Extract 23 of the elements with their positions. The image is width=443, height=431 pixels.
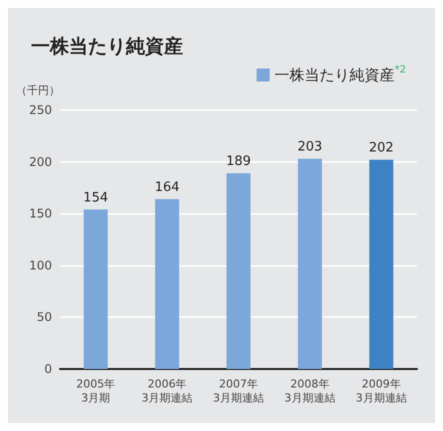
- y-tick-label: 250: [29, 103, 52, 117]
- data-label: 202: [368, 140, 394, 156]
- y-tick-label: 50: [36, 310, 52, 324]
- y-tick-label: 0: [44, 362, 52, 376]
- y-tick-label: 200: [29, 154, 52, 169]
- bar: [298, 158, 322, 369]
- chart-title: 一株当たり純資産: [31, 36, 183, 58]
- y-tick-label: 100: [29, 258, 52, 272]
- bar: [369, 160, 394, 369]
- bar: [226, 173, 250, 369]
- data-label: 164: [154, 180, 180, 196]
- x-tick-label: 2005年 3月期: [76, 378, 116, 404]
- data-label: 189: [226, 154, 251, 170]
- x-tick-label: 2009年 3月期連結: [356, 378, 407, 404]
- y-axis-title: （千円）: [16, 84, 60, 97]
- bar: [155, 199, 180, 369]
- data-label: 154: [83, 190, 108, 206]
- data-label: 203: [297, 140, 322, 155]
- x-tick-label: 2008年 3月期連結: [284, 378, 336, 404]
- y-tick-label: 150: [29, 206, 52, 221]
- x-tick-label: 2006年 3月期連結: [142, 378, 193, 404]
- bar: [84, 209, 108, 369]
- x-tick-label: 2007年 3月期連結: [213, 378, 264, 404]
